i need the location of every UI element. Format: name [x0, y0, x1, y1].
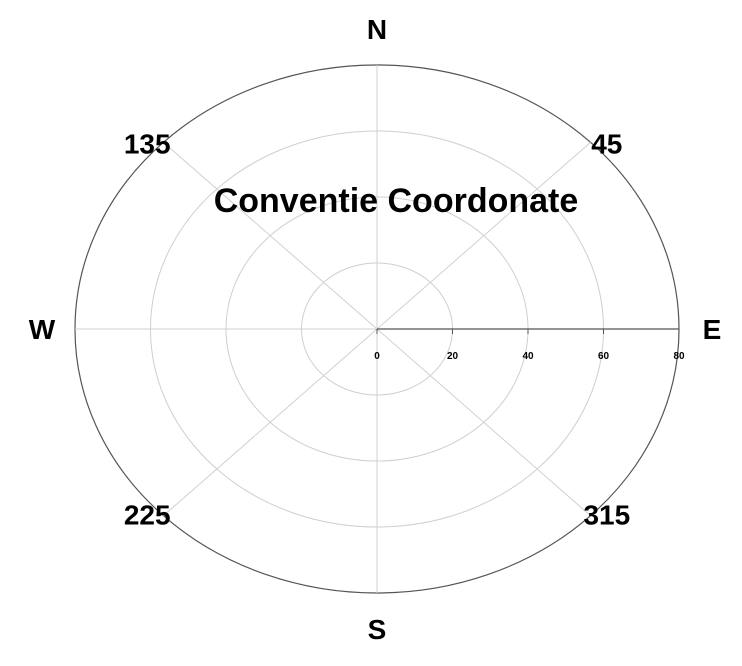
direction-label-0: E: [703, 314, 722, 345]
direction-label-180: W: [29, 314, 56, 345]
direction-label-135: 135: [124, 129, 171, 160]
radial-axis: [376, 328, 680, 334]
tick-label-40: 40: [522, 351, 534, 362]
radial-tick-labels: 0 20 40 60 80: [374, 351, 685, 362]
grid-spoke-135: [163, 141, 378, 330]
direction-label-270: S: [368, 614, 387, 645]
grid-spoke-45: [376, 141, 591, 330]
direction-label-315: 315: [583, 499, 630, 530]
direction-labels: E 45 N 135 W 225 S 315: [29, 14, 722, 645]
chart-title: Conventie Coordonate: [214, 182, 579, 220]
direction-label-45: 45: [591, 129, 622, 160]
direction-label-225: 225: [124, 499, 171, 530]
direction-label-90: N: [367, 14, 387, 45]
tick-label-20: 20: [447, 351, 459, 362]
tick-label-60: 60: [598, 351, 610, 362]
tick-label-0: 0: [374, 351, 380, 362]
tick-label-80: 80: [673, 351, 685, 362]
grid-spoke-315: [376, 328, 591, 517]
grid-spoke-225: [163, 328, 378, 517]
